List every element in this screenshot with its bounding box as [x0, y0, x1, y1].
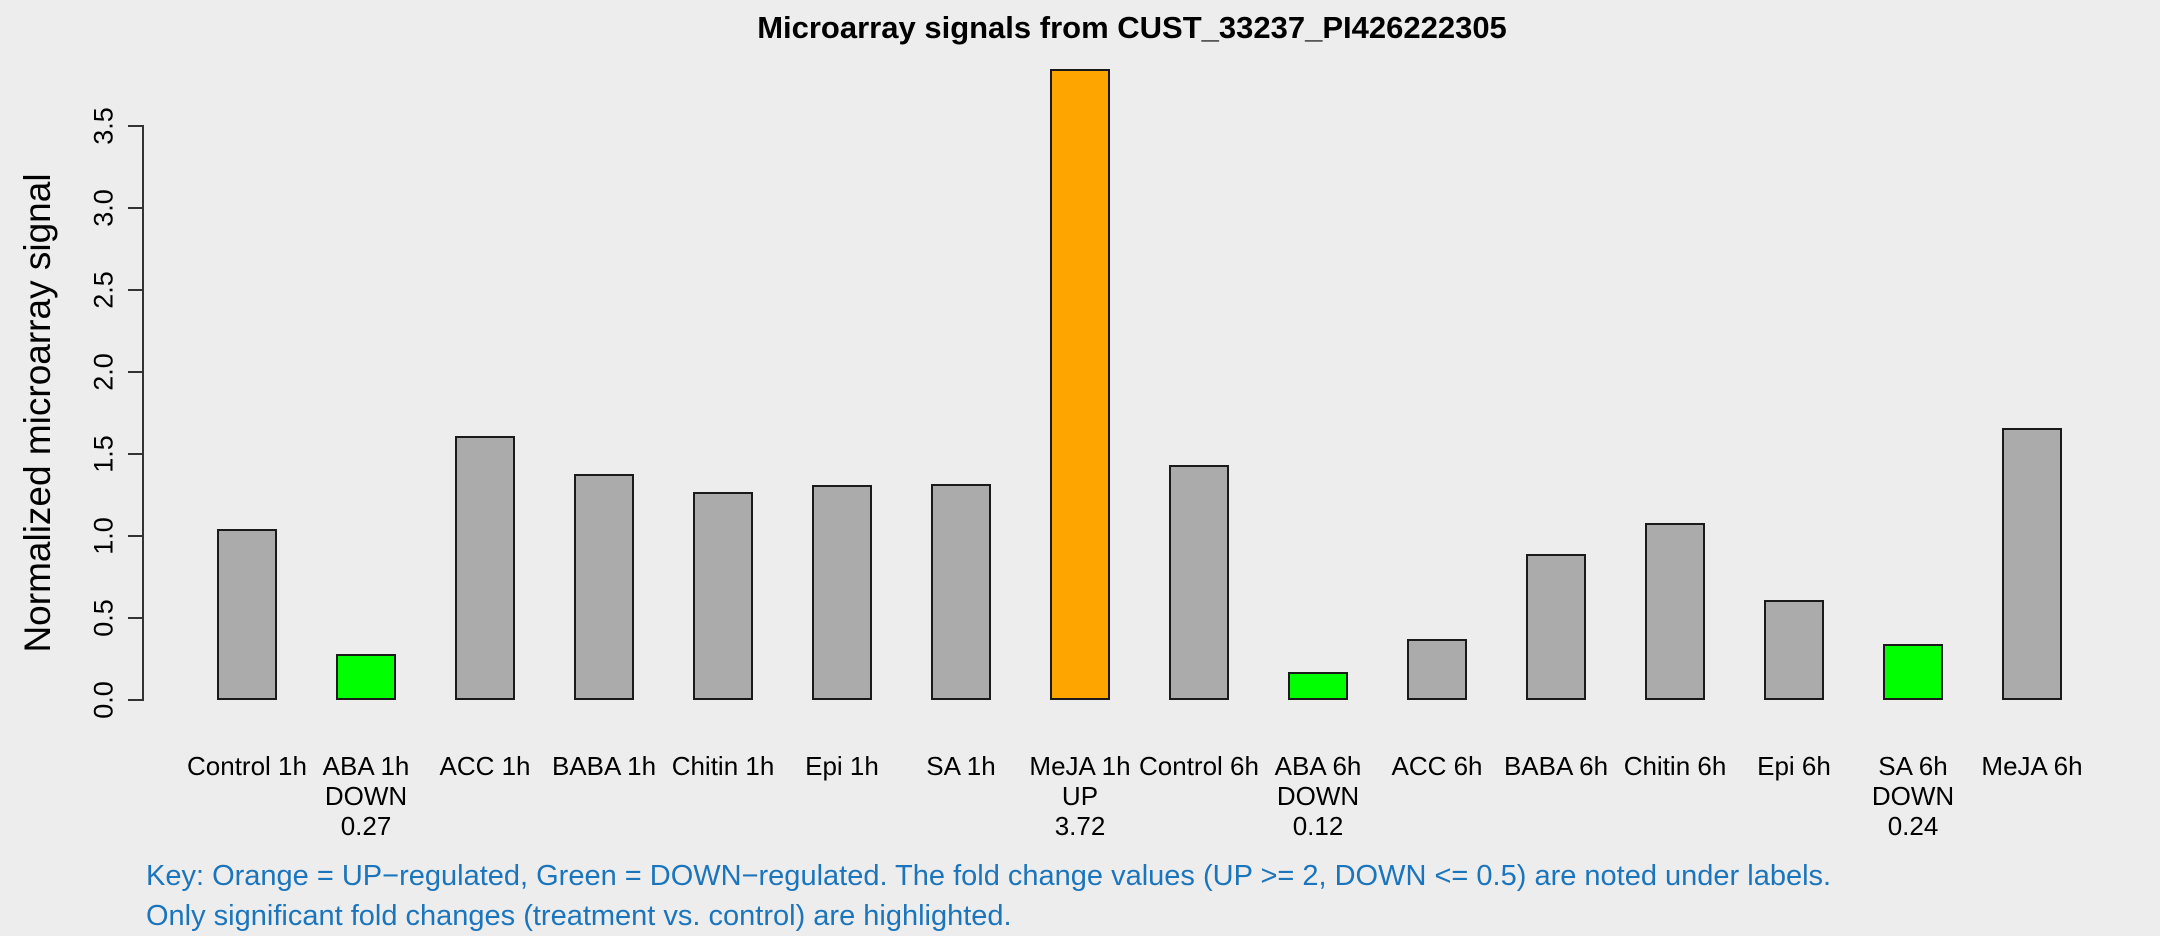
bar-epi-6h — [1764, 600, 1824, 700]
y-axis-tick — [128, 617, 142, 619]
x-axis-label: Control 1h — [187, 751, 307, 781]
bar-chitin-1h — [693, 492, 753, 700]
fold-change-label: 0.12 — [1292, 811, 1344, 841]
x-axis-label-group: BABA 6h — [1504, 751, 1608, 781]
fold-change-label: 0.24 — [1887, 811, 1939, 841]
x-axis-label: ABA 6h — [1274, 751, 1362, 781]
x-axis-label-group: Chitin 6h — [1624, 751, 1727, 781]
x-axis-label-group: Control 1h — [187, 751, 307, 781]
x-axis-label: ACC 6h — [1391, 751, 1483, 781]
x-axis-label-group: Epi 6h — [1757, 751, 1831, 781]
bar-meja-6h — [2002, 428, 2062, 700]
bar-control-1h — [217, 529, 277, 700]
x-axis-label: BABA 6h — [1503, 751, 1609, 781]
regulation-label: UP — [1061, 781, 1099, 811]
x-axis-label-group: ACC 6h — [1391, 751, 1482, 781]
y-axis-tick-label: 2.5 — [88, 271, 119, 309]
bar-control-6h — [1169, 465, 1229, 700]
key-caption-line-1: Key: Orange = UP−regulated, Green = DOWN… — [146, 860, 1832, 892]
y-axis-tick — [128, 535, 142, 537]
bar-aba-6h — [1288, 672, 1348, 700]
bar-baba-1h — [574, 474, 634, 700]
y-axis-tick — [128, 453, 142, 455]
y-axis-tick-label: 3.0 — [88, 189, 119, 227]
x-axis-label: BABA 1h — [551, 751, 657, 781]
x-axis-label-group: Control 6h — [1139, 751, 1259, 781]
x-axis-label-group: SA 1h — [926, 751, 995, 781]
x-axis-label: Epi 6h — [1757, 751, 1831, 781]
bar-acc-6h — [1407, 639, 1467, 700]
bar-chitin-6h — [1645, 523, 1705, 700]
x-axis-label: Epi 1h — [805, 751, 879, 781]
y-axis-tick — [128, 207, 142, 209]
y-axis-line — [142, 125, 144, 701]
bar-baba-6h — [1526, 554, 1586, 700]
y-axis-tick — [128, 699, 142, 701]
x-axis-label-group: Chitin 1h — [672, 751, 775, 781]
regulation-label: DOWN — [1871, 781, 1955, 811]
x-axis-label-group: MeJA 6h — [1981, 751, 2082, 781]
x-axis-label-group: SA 6h DOWN 0.24 — [1872, 751, 1954, 841]
y-axis-tick — [128, 371, 142, 373]
bar-epi-1h — [812, 485, 872, 700]
x-axis-label-group: ABA 1h DOWN 0.27 — [323, 751, 410, 841]
y-axis-tick-label: 1.0 — [88, 517, 119, 555]
regulation-label: DOWN — [1276, 781, 1360, 811]
x-axis-label: Chitin 6h — [1623, 751, 1727, 781]
fold-change-label: 3.72 — [1054, 811, 1106, 841]
y-axis-tick — [128, 289, 142, 291]
y-axis-title: Normalized microarray signal — [17, 173, 58, 653]
x-axis-label-group: ACC 1h — [439, 751, 530, 781]
x-axis-label-group: ABA 6h DOWN 0.12 — [1275, 751, 1362, 841]
x-axis-label: SA 6h — [1878, 751, 1948, 781]
x-axis-label-group: BABA 1h — [552, 751, 656, 781]
x-axis-label: MeJA 6h — [1981, 751, 2083, 781]
y-axis-tick-label: 2.0 — [88, 353, 119, 391]
bar-sa-6h — [1883, 644, 1943, 700]
x-axis-label: Control 6h — [1139, 751, 1259, 781]
x-axis-label-group: Epi 1h — [805, 751, 879, 781]
x-axis-label: MeJA 1h — [1029, 751, 1131, 781]
bar-meja-1h — [1050, 69, 1110, 700]
x-axis-label: ACC 1h — [439, 751, 531, 781]
y-axis-tick-label: 1.5 — [88, 435, 119, 473]
bar-aba-1h — [336, 654, 396, 700]
x-axis-label: ABA 1h — [322, 751, 410, 781]
key-caption-line-2: Only significant fold changes (treatment… — [146, 900, 1012, 932]
y-axis-tick — [128, 125, 142, 127]
x-axis-label-group: MeJA 1h UP 3.72 — [1029, 751, 1130, 841]
fold-change-label: 0.27 — [340, 811, 392, 841]
bar-acc-1h — [455, 436, 515, 700]
chart-title: Microarray signals from CUST_33237_PI426… — [757, 10, 1507, 45]
x-axis-label: SA 1h — [926, 751, 996, 781]
y-axis-tick-label: 3.5 — [88, 107, 119, 145]
y-axis-tick-label: 0.5 — [88, 599, 119, 637]
regulation-label: DOWN — [324, 781, 408, 811]
bar-sa-1h — [931, 484, 991, 700]
y-axis-tick-label: 0.0 — [88, 681, 119, 719]
x-axis-label: Chitin 1h — [671, 751, 775, 781]
